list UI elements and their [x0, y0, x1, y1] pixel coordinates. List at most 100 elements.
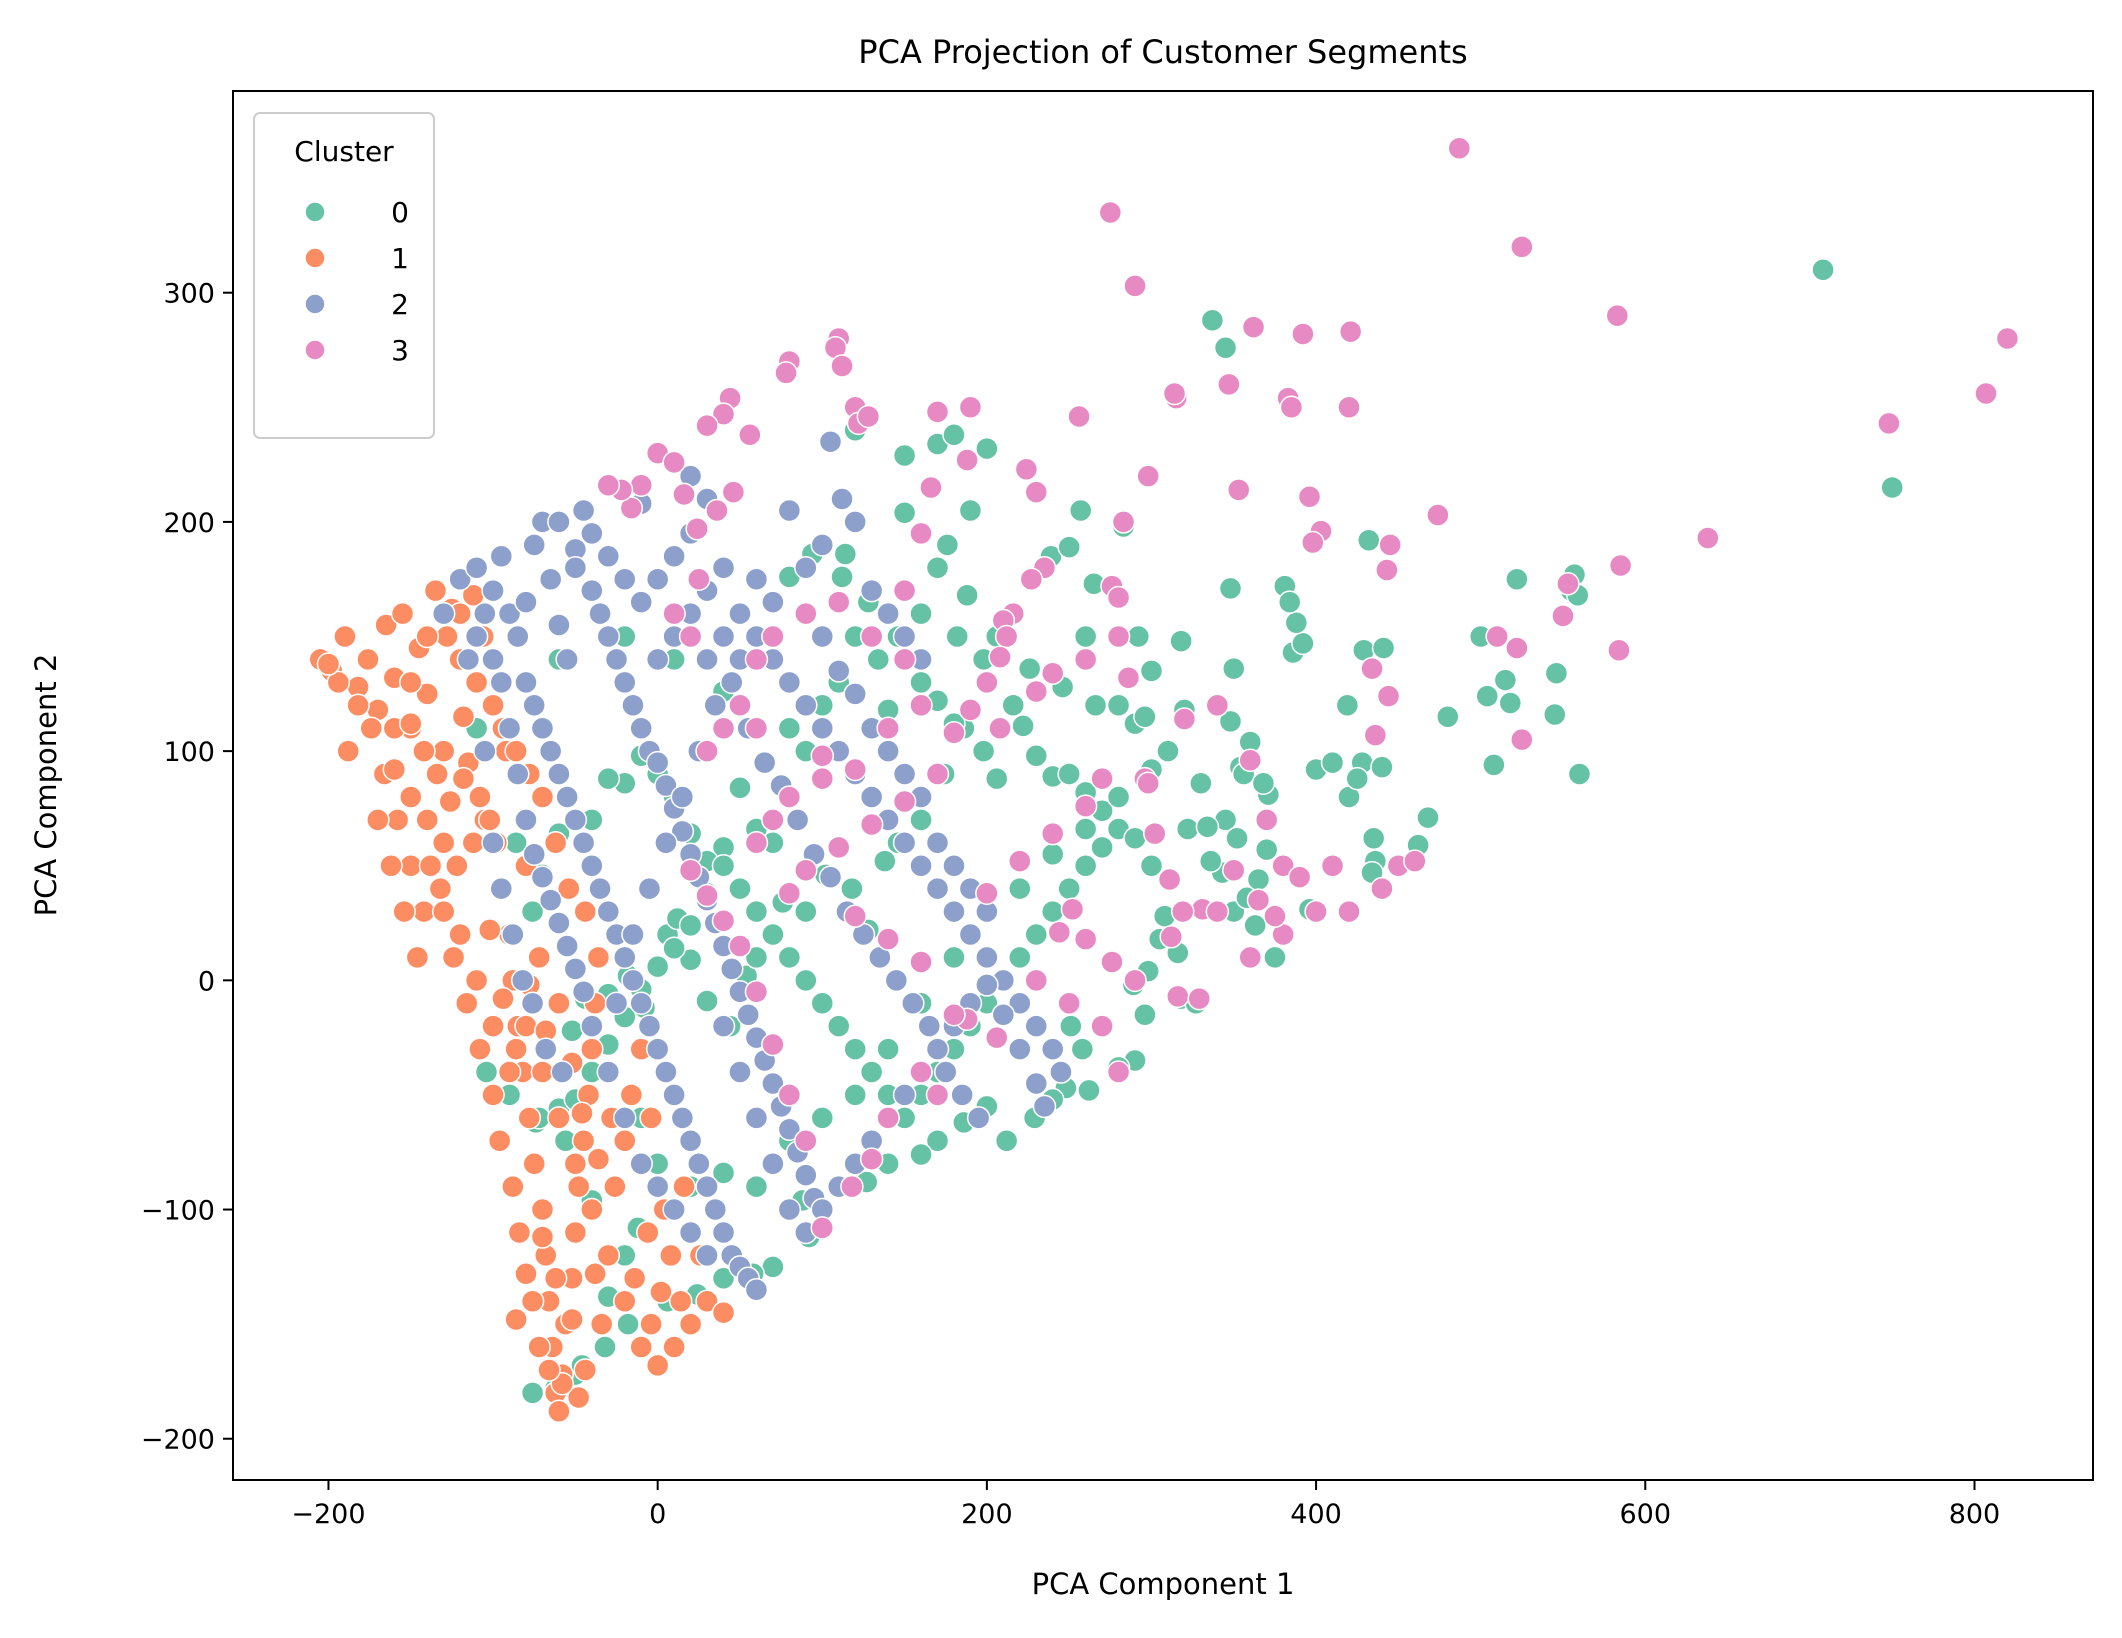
y-tick-label: 0: [198, 966, 215, 997]
data-point: [566, 1174, 591, 1199]
data-point: [728, 876, 752, 901]
data-point: [504, 1037, 528, 1061]
data-point: [621, 922, 645, 947]
data-point: [1696, 526, 1720, 550]
data-point: [1106, 624, 1131, 649]
data-point: [1335, 693, 1360, 718]
data-point: [933, 1060, 958, 1084]
data-point: [876, 601, 900, 626]
data-point: [474, 1060, 499, 1084]
y-tick-label: 300: [163, 279, 215, 310]
data-point: [1246, 867, 1271, 892]
data-point: [637, 876, 662, 901]
plot-area: [233, 91, 2093, 1480]
data-point: [374, 613, 398, 637]
data-point: [464, 670, 489, 695]
data-point: [687, 567, 711, 591]
data-point: [1376, 684, 1401, 708]
data-point: [925, 762, 950, 786]
data-point: [418, 853, 443, 878]
data-point: [892, 831, 917, 855]
data-point: [935, 533, 960, 557]
data-point: [1106, 693, 1131, 718]
data-point: [866, 647, 890, 672]
data-point: [464, 968, 489, 993]
data-point: [794, 1129, 818, 1153]
data-point: [1238, 945, 1262, 970]
data-point: [1222, 656, 1246, 681]
data-point: [991, 1002, 1016, 1027]
data-point: [547, 911, 571, 935]
data-point: [744, 1278, 769, 1302]
data-point: [385, 808, 410, 832]
data-point: [1426, 503, 1450, 527]
data-point: [1123, 968, 1147, 993]
data-point: [431, 899, 456, 924]
data-point: [326, 670, 351, 695]
data-point: [892, 789, 917, 814]
data-point: [1363, 723, 1388, 747]
data-point: [909, 601, 933, 626]
data-point: [695, 1174, 719, 1199]
data-point: [919, 475, 943, 500]
data-point: [909, 1142, 933, 1167]
data-point: [530, 1197, 555, 1222]
data-point: [415, 624, 439, 649]
data-point: [530, 716, 555, 740]
data-point: [1243, 913, 1267, 938]
data-point: [1291, 631, 1315, 656]
data-point: [942, 1002, 966, 1027]
data-point: [593, 1335, 617, 1359]
data-point: [1024, 922, 1049, 947]
data-point: [892, 647, 917, 672]
data-point: [1073, 794, 1098, 818]
data-point: [830, 354, 854, 378]
data-point: [1171, 899, 1195, 924]
data-point: [654, 773, 678, 798]
data-point: [826, 1014, 851, 1038]
data-point: [454, 991, 479, 1015]
data-point: [1073, 853, 1098, 878]
data-point: [1040, 1037, 1065, 1061]
data-point: [527, 945, 551, 970]
x-tick-label: 600: [1620, 1499, 1672, 1530]
data-point: [744, 980, 769, 1004]
data-point: [566, 1385, 591, 1410]
data-point: [1068, 498, 1093, 523]
data-point: [1304, 899, 1328, 924]
data-point: [613, 945, 637, 970]
data-point: [596, 624, 621, 649]
data-point: [876, 739, 900, 763]
data-point: [547, 991, 571, 1015]
data-point: [1070, 1037, 1095, 1061]
chart-title: PCA Projection of Customer Segments: [858, 33, 1467, 71]
data-point: [1008, 991, 1032, 1015]
data-point: [637, 1014, 662, 1038]
data-point: [1291, 322, 1315, 346]
data-point: [1475, 684, 1500, 708]
data-point: [604, 991, 629, 1015]
data-point: [744, 647, 769, 672]
data-point: [876, 716, 900, 740]
data-point: [744, 716, 769, 740]
data-point: [1001, 693, 1025, 718]
data-point: [1337, 395, 1361, 420]
data-point: [514, 590, 538, 614]
data-point: [818, 429, 843, 454]
data-point: [1159, 925, 1183, 949]
data-point: [629, 473, 653, 497]
data-point: [1263, 945, 1287, 970]
data-point: [425, 762, 449, 786]
data-point: [988, 716, 1012, 740]
data-point: [958, 498, 983, 523]
data-point: [721, 480, 746, 504]
data-point: [1047, 920, 1072, 944]
data-point: [1123, 826, 1147, 850]
data-point: [1162, 381, 1187, 406]
data-point: [557, 876, 581, 901]
data-point: [1083, 693, 1108, 718]
data-point: [761, 1071, 785, 1096]
data-point: [1175, 817, 1200, 841]
y-tick-label: 200: [163, 508, 215, 539]
data-point: [1361, 826, 1386, 850]
